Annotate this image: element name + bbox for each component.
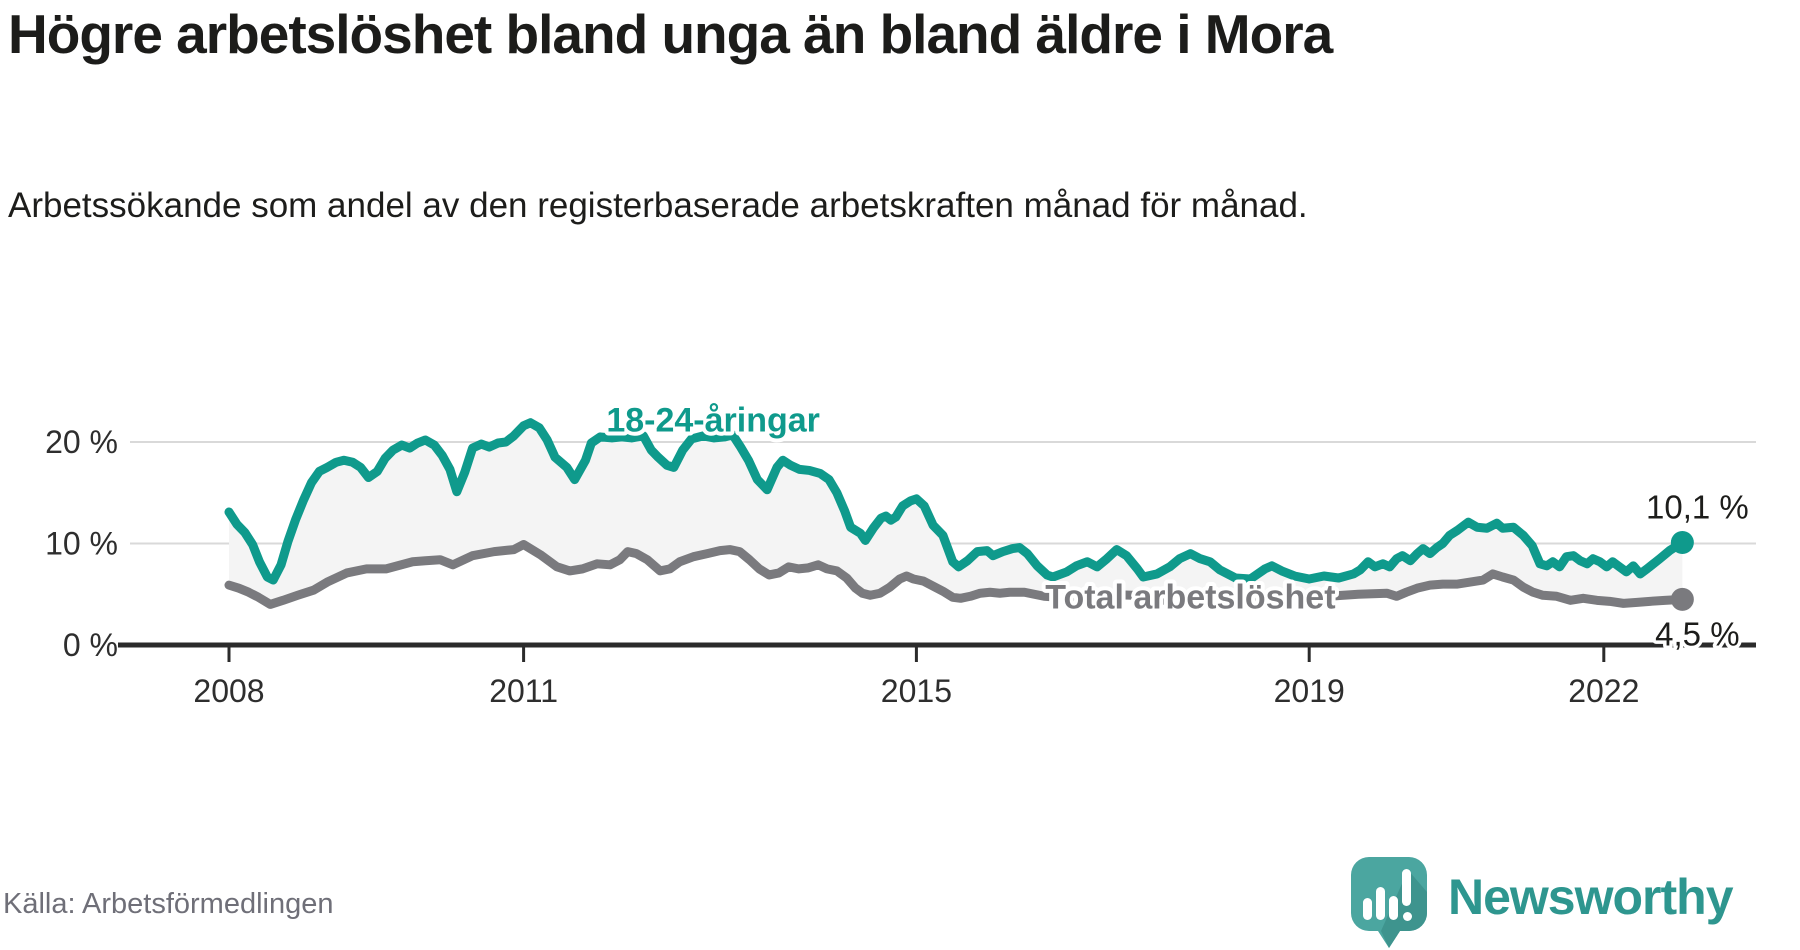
y-tick-label: 0 % xyxy=(63,627,118,663)
chart-subtitle: Arbetssökande som andel av den registerb… xyxy=(8,186,1308,225)
series-end-dot-total xyxy=(1670,587,1694,611)
page-title: Högre arbetslöshet bland unga än bland ä… xyxy=(8,3,1333,65)
y-tick-label: 10 % xyxy=(45,526,118,562)
y-tick-label: 20 % xyxy=(45,424,118,460)
newsworthy-logo: Newsworthy xyxy=(1350,856,1800,948)
newsworthy-wordmark: Newsworthy xyxy=(1448,869,1734,925)
series-end-dot-young xyxy=(1670,530,1694,554)
x-tick-label: 2022 xyxy=(1568,673,1639,709)
end-value-label-total: 4,5 % xyxy=(1655,615,1739,652)
series-line-young xyxy=(224,418,1687,585)
newsworthy-logo-icon xyxy=(1351,857,1427,948)
x-tick-label: 2019 xyxy=(1274,673,1345,709)
series-label-young: 18-24-åringar xyxy=(606,402,820,440)
x-tick-label: 2008 xyxy=(193,673,264,709)
end-value-label-young: 10,1 % xyxy=(1646,488,1749,525)
x-tick-label: 2011 xyxy=(489,673,558,709)
source-note: Källa: Arbetsförmedlingen xyxy=(3,888,334,920)
x-tick-label: 2015 xyxy=(881,673,952,709)
series-line-total xyxy=(224,540,1687,609)
between-series-area xyxy=(229,422,1683,605)
series-label-total: Total arbetslöshet xyxy=(1045,578,1335,616)
